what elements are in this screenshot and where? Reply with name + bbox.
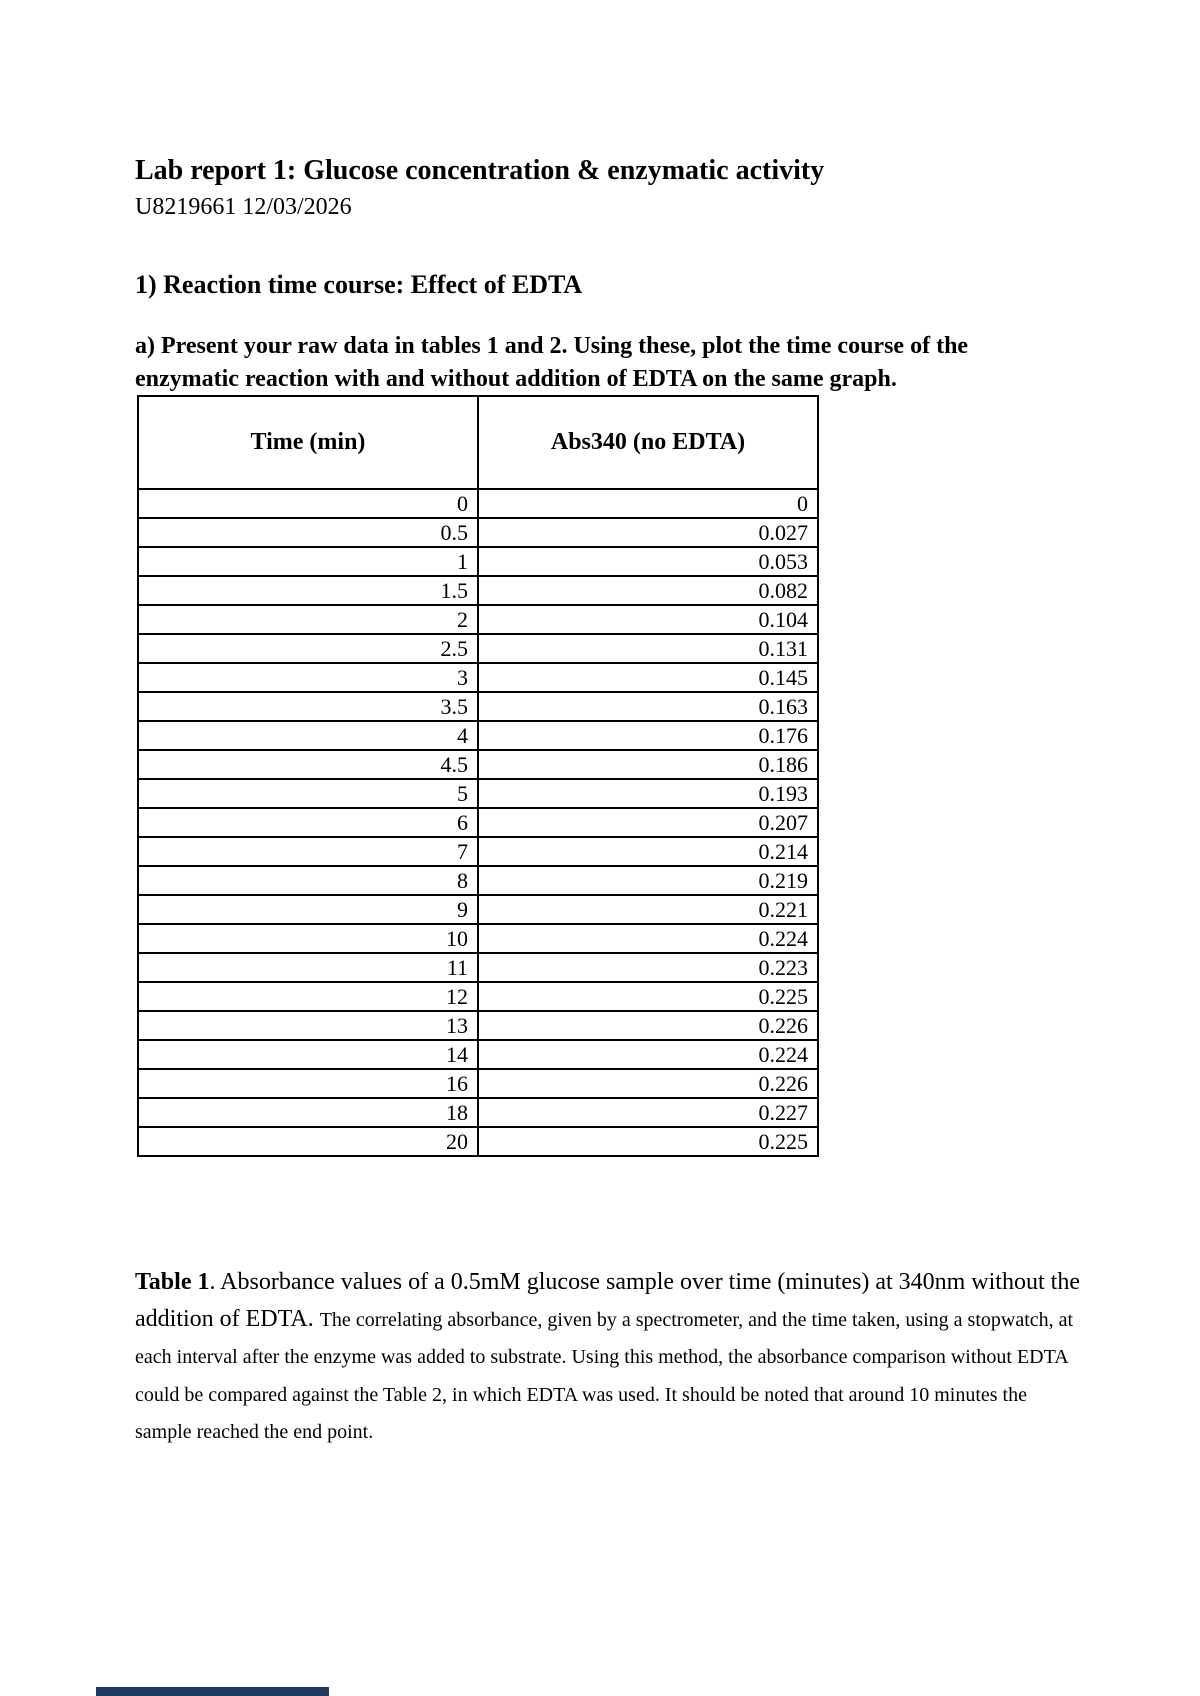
- table-row: 2 0.104: [137, 604, 819, 635]
- table-header-row: Time (min) Abs340 (no EDTA): [137, 395, 819, 490]
- abs-cell: 0.082: [477, 575, 819, 606]
- time-cell: 4.5: [137, 749, 479, 780]
- abs-cell: 0.131: [477, 633, 819, 664]
- section-heading: 1) Reaction time course: Effect of EDTA: [135, 269, 583, 299]
- caption-detail: The correlating absorbance, given by a s…: [135, 1309, 1074, 1443]
- author-line: U8219661 12/03/2026: [135, 194, 352, 220]
- table-caption: Table 1. Absorbance values of a 0.5mM gl…: [135, 1264, 1085, 1450]
- next-element-fragment: [96, 1687, 329, 1696]
- table-row: 1 0.053: [137, 546, 819, 577]
- page-title: Lab report 1: Glucose concentration & en…: [135, 154, 825, 186]
- time-cell: 11: [137, 952, 479, 983]
- table-row: 10 0.224: [137, 923, 819, 954]
- abs-cell: 0.226: [477, 1068, 819, 1099]
- abs-cell: 0.163: [477, 691, 819, 722]
- abs-cell: 0.207: [477, 807, 819, 838]
- time-cell: 4: [137, 720, 479, 751]
- time-cell: 2.5: [137, 633, 479, 664]
- abs-cell: 0.145: [477, 662, 819, 693]
- time-cell: 1: [137, 546, 479, 577]
- table-row: 0.5 0.027: [137, 517, 819, 548]
- table-body: 0 0 0.5 0.027 1 0.053 1.5 0.082 2 0.104 2.5 0.131 3 0…: [137, 488, 819, 1157]
- time-cell: 13: [137, 1010, 479, 1041]
- col-header-abs: Abs340 (no EDTA): [477, 395, 819, 490]
- abs-cell: 0: [477, 488, 819, 519]
- table-row: 6 0.207: [137, 807, 819, 838]
- time-cell: 6: [137, 807, 479, 838]
- table-row: 11 0.223: [137, 952, 819, 983]
- caption-lead: . Absorbance values of a 0.5mM glucose s…: [135, 1269, 1080, 1333]
- table-row: 9 0.221: [137, 894, 819, 925]
- table-row: 8 0.219: [137, 865, 819, 896]
- caption-label: Table 1: [135, 1269, 210, 1295]
- abs-cell: 0.104: [477, 604, 819, 635]
- table-row: 16 0.226: [137, 1068, 819, 1099]
- data-table: Time (min) Abs340 (no EDTA) 0 0 0.5 0.027 1 0…: [137, 395, 819, 1157]
- abs-cell: 0.193: [477, 778, 819, 809]
- time-cell: 18: [137, 1097, 479, 1128]
- time-cell: 20: [137, 1126, 479, 1157]
- table-row: 4 0.176: [137, 720, 819, 751]
- time-cell: 0: [137, 488, 479, 519]
- time-cell: 12: [137, 981, 479, 1012]
- table-row: 5 0.193: [137, 778, 819, 809]
- abs-cell: 0.027: [477, 517, 819, 548]
- table-row: 3 0.145: [137, 662, 819, 693]
- table-row: 14 0.224: [137, 1039, 819, 1070]
- time-cell: 3.5: [137, 691, 479, 722]
- time-cell: 2: [137, 604, 479, 635]
- time-cell: 0.5: [137, 517, 479, 548]
- table-row: 20 0.225: [137, 1126, 819, 1157]
- abs-cell: 0.227: [477, 1097, 819, 1128]
- abs-cell: 0.219: [477, 865, 819, 896]
- abs-cell: 0.223: [477, 952, 819, 983]
- table-row: 3.5 0.163: [137, 691, 819, 722]
- time-cell: 1.5: [137, 575, 479, 606]
- time-cell: 3: [137, 662, 479, 693]
- table-row: 2.5 0.131: [137, 633, 819, 664]
- abs-cell: 0.224: [477, 923, 819, 954]
- table-row: 1.5 0.082: [137, 575, 819, 606]
- table-row: 12 0.225: [137, 981, 819, 1012]
- abs-cell: 0.224: [477, 1039, 819, 1070]
- question-paragraph: a) Present your raw data in tables 1 and…: [135, 333, 969, 392]
- abs-cell: 0.225: [477, 981, 819, 1012]
- abs-cell: 0.226: [477, 1010, 819, 1041]
- abs-cell: 0.176: [477, 720, 819, 751]
- table-row: 7 0.214: [137, 836, 819, 867]
- table-row: 13 0.226: [137, 1010, 819, 1041]
- table-row: 4.5 0.186: [137, 749, 819, 780]
- table-row: 18 0.227: [137, 1097, 819, 1128]
- abs-cell: 0.053: [477, 546, 819, 577]
- time-cell: 10: [137, 923, 479, 954]
- time-cell: 9: [137, 894, 479, 925]
- abs-cell: 0.221: [477, 894, 819, 925]
- col-header-time: Time (min): [137, 395, 479, 490]
- time-cell: 16: [137, 1068, 479, 1099]
- time-cell: 8: [137, 865, 479, 896]
- time-cell: 7: [137, 836, 479, 867]
- abs-cell: 0.225: [477, 1126, 819, 1157]
- abs-cell: 0.186: [477, 749, 819, 780]
- time-cell: 5: [137, 778, 479, 809]
- abs-cell: 0.214: [477, 836, 819, 867]
- time-cell: 14: [137, 1039, 479, 1070]
